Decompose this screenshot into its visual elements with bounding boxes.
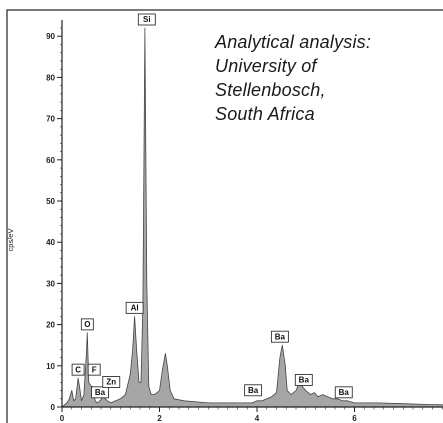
annotation-line: University of bbox=[215, 56, 317, 76]
peak-label-box bbox=[125, 301, 144, 314]
y-tick-label: 40 bbox=[46, 238, 55, 247]
peak-label-box bbox=[102, 376, 121, 388]
peak-label: Zn bbox=[106, 378, 116, 387]
peak-label: C bbox=[75, 365, 81, 374]
peak-label: O bbox=[84, 320, 90, 329]
x-tick-label: 0 bbox=[60, 414, 65, 423]
peak-label: Ba bbox=[299, 376, 310, 385]
y-tick-label: 20 bbox=[46, 321, 55, 330]
y-tick-label: 90 bbox=[46, 32, 55, 41]
peak-label: Ba bbox=[339, 388, 350, 397]
peak-label: Ba bbox=[95, 388, 106, 397]
x-tick-label: 6 bbox=[352, 414, 357, 423]
peak-label-box bbox=[87, 363, 101, 376]
peak-label: Ba bbox=[248, 386, 259, 395]
x-tick-label: 2 bbox=[157, 414, 162, 423]
y-tick-label: 70 bbox=[46, 115, 55, 124]
peak-label-box bbox=[334, 386, 353, 399]
y-tick-label: 0 bbox=[51, 403, 56, 412]
annotation-line: South Africa bbox=[215, 104, 315, 124]
peak-label: Si bbox=[143, 15, 151, 24]
peak-label-box bbox=[137, 13, 156, 26]
plot-area: 010203040506070809002468COFBaZnAlSiBaBaB… bbox=[6, 9, 443, 423]
x-tick-label: 4 bbox=[255, 414, 260, 423]
chart-frame bbox=[6, 9, 443, 423]
y-tick-label: 80 bbox=[46, 73, 55, 82]
peak-label: Ba bbox=[275, 332, 286, 341]
annotation-line: Analytical analysis: bbox=[215, 32, 372, 52]
analysis-annotation: Analytical analysis: University of Stell… bbox=[215, 30, 440, 126]
peak-label-box bbox=[71, 363, 85, 376]
y-tick-label: 60 bbox=[46, 156, 55, 165]
peak-label-box bbox=[80, 318, 94, 331]
annotation-line: Stellenbosch, bbox=[215, 80, 326, 100]
peak-label-box bbox=[270, 330, 289, 343]
y-tick-label: 50 bbox=[46, 197, 55, 206]
y-tick-label: 10 bbox=[46, 362, 55, 371]
peak-label-box bbox=[294, 374, 313, 386]
peak-label: Al bbox=[131, 304, 139, 313]
y-axis-label: cps/eV bbox=[6, 229, 15, 252]
peak-label: F bbox=[92, 365, 97, 374]
y-tick-label: 30 bbox=[46, 279, 55, 288]
peak-label-box bbox=[91, 386, 109, 399]
peak-label-box bbox=[244, 384, 263, 397]
